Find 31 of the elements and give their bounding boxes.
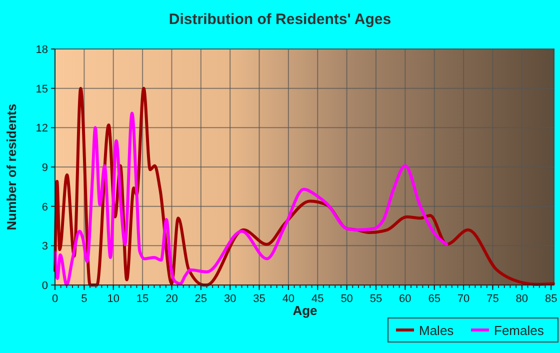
legend-label: Males xyxy=(419,323,454,338)
chart-title: Distribution of Residents' Ages xyxy=(168,11,392,28)
x-tick-label: 35 xyxy=(253,293,266,305)
x-tick-label: 10 xyxy=(107,293,120,305)
x-tick-label: 30 xyxy=(224,293,236,305)
x-tick-label: 50 xyxy=(340,293,353,305)
y-tick-label: 6 xyxy=(42,201,48,214)
x-tick-label: 70 xyxy=(457,293,470,305)
x-tick-label: 15 xyxy=(136,293,149,305)
line-series xyxy=(54,112,448,286)
x-tick-label: 40 xyxy=(282,293,295,305)
x-tick-label: 0 xyxy=(52,293,58,305)
y-axis-title: Number of residents xyxy=(4,104,19,230)
x-tick-label: 55 xyxy=(370,293,382,305)
y-tick-label: 3 xyxy=(42,240,48,253)
x-tick-label: 20 xyxy=(166,293,178,305)
y-tick-label: 0 xyxy=(42,280,48,292)
y-tick-label: 9 xyxy=(42,162,48,174)
legend-label: Females xyxy=(494,323,544,338)
x-tick-label: 45 xyxy=(312,293,324,305)
y-tick-label: 15 xyxy=(36,83,48,96)
x-tick-label: 65 xyxy=(428,293,440,305)
x-tick-label: 60 xyxy=(399,293,412,305)
x-tick-label: 25 xyxy=(194,293,208,305)
y-tick-label: 18 xyxy=(36,44,48,56)
x-tick-label: 85 xyxy=(544,293,558,305)
x-tick-label: 5 xyxy=(81,293,88,305)
x-axis-title: Age xyxy=(292,303,318,318)
x-tick-label: 75 xyxy=(486,293,499,305)
y-tick-label: 12 xyxy=(36,122,48,135)
x-tick-label: 80 xyxy=(516,293,528,305)
